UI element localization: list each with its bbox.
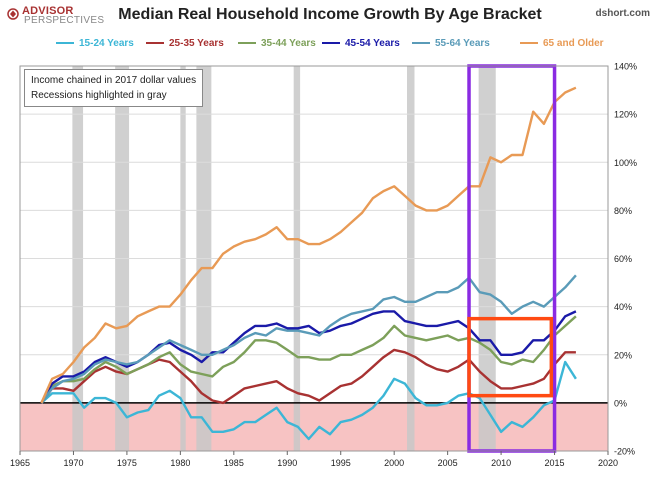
y-tick-label: -20% xyxy=(614,447,635,457)
series-lines xyxy=(40,86,577,441)
x-tick-label: 1985 xyxy=(224,458,244,468)
legend-swatch xyxy=(322,42,340,45)
x-tick-label: 1990 xyxy=(277,458,297,468)
x-tick-label: 2020 xyxy=(598,458,618,468)
legend-swatch xyxy=(238,42,256,45)
tick-labels: 140% 120% 100% 80% 60% 40% 20% 0% -20% 1965 1970 19… xyxy=(10,62,637,469)
y-tick-label: 20% xyxy=(614,350,632,360)
logo-text-perspectives: PERSPECTIVES xyxy=(24,15,105,26)
note-line-2: Recessions highlighted in gray xyxy=(31,90,167,101)
y-tick-label: 100% xyxy=(614,158,637,168)
series-line-65-and-older xyxy=(40,86,577,404)
legend-swatch xyxy=(56,42,74,45)
x-tick-label: 1975 xyxy=(117,458,137,468)
series-line-55-64-years xyxy=(40,274,577,404)
legend-swatch xyxy=(146,42,164,45)
x-tick-label: 1970 xyxy=(63,458,83,468)
orange-highlight-box xyxy=(467,316,554,398)
chart-note-box: Income chained in 2017 dollar values Rec… xyxy=(24,69,204,107)
legend-swatch xyxy=(412,42,430,45)
note-line-1: Income chained in 2017 dollar values xyxy=(31,75,197,86)
y-tick-label: 0% xyxy=(614,398,627,408)
legend-item: 65 and Older xyxy=(520,38,604,49)
advisor-perspectives-logo-icon xyxy=(7,8,19,20)
y-tick-label: 120% xyxy=(614,110,637,120)
logo-text-advisor: ADVISOR xyxy=(22,5,74,17)
x-tick-label: 1980 xyxy=(170,458,190,468)
legend-label: 55-64 Years xyxy=(435,38,490,49)
y-tick-label: 40% xyxy=(614,302,632,312)
y-tick-label: 80% xyxy=(614,206,632,216)
legend-item: 35-44 Years xyxy=(238,38,316,49)
site-label: dshort.com xyxy=(595,8,650,19)
x-tick-label: 2015 xyxy=(545,458,565,468)
x-tick-label: 1965 xyxy=(10,458,30,468)
axes xyxy=(19,65,609,452)
legend-label: 15-24 Years xyxy=(79,38,134,49)
y-tick-label: 140% xyxy=(614,62,637,72)
legend-item: 45-54 Years xyxy=(322,38,400,49)
y-tick-label: 60% xyxy=(614,254,632,264)
legend-label: 45-54 Years xyxy=(345,38,400,49)
legend-label: 65 and Older xyxy=(543,38,604,49)
x-tick-label: 2010 xyxy=(491,458,511,468)
series-line-45-54-years xyxy=(40,310,577,404)
x-tick-label: 2005 xyxy=(438,458,458,468)
chart-title: Median Real Household Income Growth By A… xyxy=(118,6,542,23)
x-tick-label: 2000 xyxy=(384,458,404,468)
plot-frame xyxy=(19,65,609,452)
gridlines xyxy=(20,65,608,452)
series-line-35-44-years xyxy=(40,315,577,404)
legend-item: 55-64 Years xyxy=(412,38,490,49)
legend-swatch xyxy=(520,42,538,45)
x-tick-label: 1995 xyxy=(331,458,351,468)
series-line-15-24-years xyxy=(40,360,577,441)
legend-item: 15-24 Years xyxy=(56,38,134,49)
legend-label: 35-44 Years xyxy=(261,38,316,49)
legend-label: 25-35 Years xyxy=(169,38,224,49)
legend: 15-24 Years 25-35 Years 35-44 Years 45-54 Y… xyxy=(0,38,660,54)
legend-item: 25-35 Years xyxy=(146,38,224,49)
